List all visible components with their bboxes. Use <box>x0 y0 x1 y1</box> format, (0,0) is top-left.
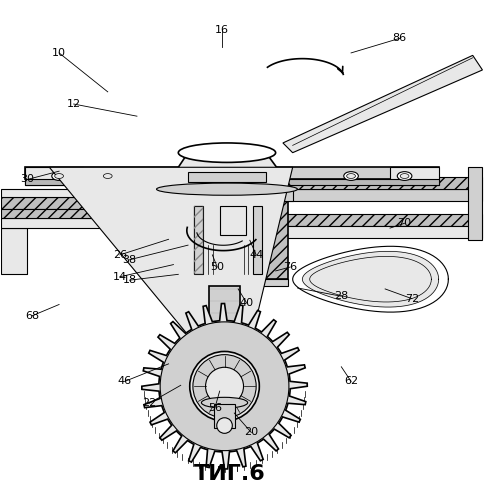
Ellipse shape <box>346 174 355 178</box>
Text: ΤИГ.6: ΤИГ.6 <box>194 464 265 484</box>
Polygon shape <box>281 189 483 202</box>
Polygon shape <box>192 202 264 279</box>
Text: 50: 50 <box>210 262 224 272</box>
Polygon shape <box>194 206 203 274</box>
Polygon shape <box>281 214 483 226</box>
Text: 10: 10 <box>52 48 66 58</box>
Circle shape <box>217 418 232 434</box>
Polygon shape <box>468 168 483 240</box>
Text: 18: 18 <box>122 275 137 285</box>
Ellipse shape <box>202 398 247 408</box>
Text: 14: 14 <box>113 272 127 282</box>
Polygon shape <box>0 208 185 218</box>
Polygon shape <box>283 56 483 152</box>
Circle shape <box>190 352 259 421</box>
Text: 12: 12 <box>67 99 81 109</box>
Text: 44: 44 <box>249 250 264 260</box>
Text: 40: 40 <box>240 298 253 308</box>
Text: 46: 46 <box>118 376 132 386</box>
Ellipse shape <box>178 143 276 163</box>
Text: 56: 56 <box>208 403 222 413</box>
Polygon shape <box>0 198 185 208</box>
Text: 22: 22 <box>142 398 156 408</box>
Polygon shape <box>253 206 262 274</box>
Circle shape <box>205 368 244 405</box>
Text: 62: 62 <box>344 376 358 386</box>
Ellipse shape <box>52 172 66 180</box>
Polygon shape <box>0 218 185 228</box>
Text: 70: 70 <box>398 218 412 228</box>
Polygon shape <box>188 172 266 182</box>
Polygon shape <box>0 228 27 274</box>
Text: 28: 28 <box>334 291 348 301</box>
Text: 86: 86 <box>393 34 407 43</box>
Text: 26: 26 <box>113 250 127 260</box>
Polygon shape <box>49 168 293 350</box>
Ellipse shape <box>397 172 412 180</box>
Polygon shape <box>0 189 185 198</box>
Polygon shape <box>163 189 293 202</box>
Polygon shape <box>281 226 483 238</box>
Ellipse shape <box>344 172 358 180</box>
Ellipse shape <box>400 174 409 178</box>
Polygon shape <box>25 180 439 186</box>
Polygon shape <box>214 404 235 428</box>
Text: 20: 20 <box>244 428 258 438</box>
Polygon shape <box>303 252 439 307</box>
Text: 76: 76 <box>283 262 297 272</box>
Polygon shape <box>209 286 240 354</box>
Ellipse shape <box>101 172 115 180</box>
Text: 30: 30 <box>20 174 35 184</box>
Text: 16: 16 <box>215 25 229 35</box>
Circle shape <box>160 322 289 450</box>
Text: 68: 68 <box>25 310 40 320</box>
Polygon shape <box>168 279 288 286</box>
Ellipse shape <box>103 174 112 178</box>
Polygon shape <box>25 168 439 179</box>
Polygon shape <box>168 202 192 279</box>
Polygon shape <box>25 168 83 186</box>
Circle shape <box>193 354 256 418</box>
Polygon shape <box>281 177 483 189</box>
Ellipse shape <box>157 183 297 196</box>
Ellipse shape <box>55 174 63 178</box>
Polygon shape <box>142 304 307 469</box>
Text: 38: 38 <box>122 254 137 264</box>
Polygon shape <box>264 202 288 279</box>
Polygon shape <box>163 152 293 189</box>
Polygon shape <box>390 168 439 186</box>
Text: 72: 72 <box>405 294 419 304</box>
